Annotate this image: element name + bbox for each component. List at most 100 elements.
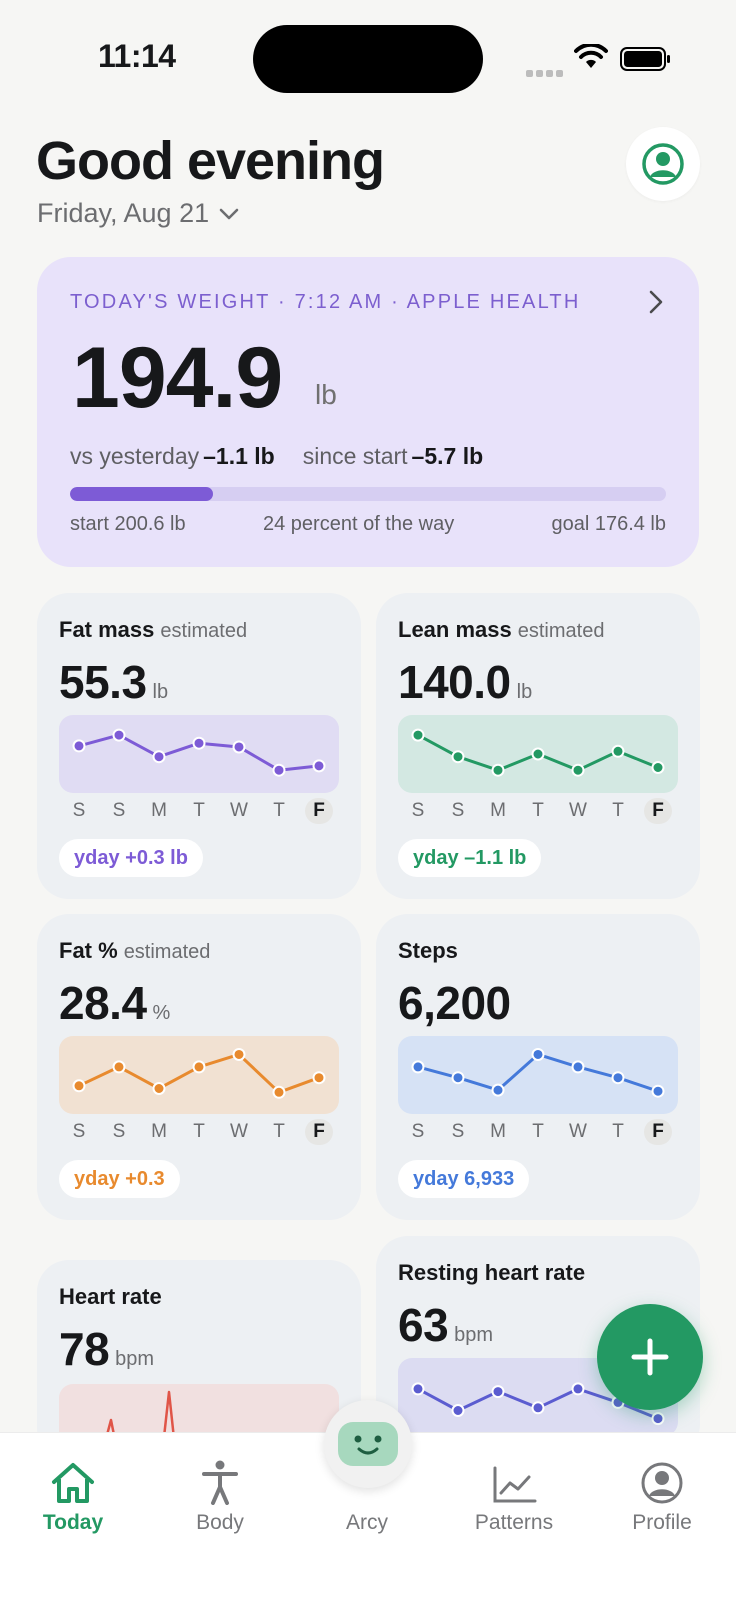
progress-percent-label: 24 percent of the way — [263, 513, 455, 535]
trend-point — [152, 750, 166, 764]
tab-patterns[interactable]: Patterns — [454, 1451, 574, 1535]
tab-label: Arcy — [346, 1511, 388, 1534]
trend-point — [411, 1060, 425, 1074]
weight-source-label: TODAY'S WEIGHT · 7:12 AM · APPLE HEALTH — [70, 291, 581, 313]
fat-mass-unit: lb — [152, 681, 169, 703]
trend-point — [451, 750, 465, 764]
card-title: Resting heart rate — [398, 1260, 585, 1286]
trend-point — [451, 1071, 465, 1085]
day-label: M — [151, 1121, 167, 1142]
goal-progress-fill — [70, 487, 214, 501]
trend-point — [272, 763, 286, 777]
card-title: Lean mass estimated — [398, 617, 604, 643]
resting-heart-rate-unit: bpm — [454, 1324, 494, 1346]
trend-point — [411, 1382, 425, 1396]
trend-point — [312, 1071, 326, 1085]
trend-point — [571, 763, 585, 777]
fat-percent-sparkline — [59, 1036, 339, 1114]
lean-mass-title: Lean mass — [398, 617, 512, 642]
trend-point — [72, 739, 86, 753]
day-label: F — [305, 1119, 333, 1145]
steps-title: Steps — [398, 938, 458, 963]
fat-percent-title: Fat % — [59, 938, 118, 963]
card-title: Fat mass estimated — [59, 617, 247, 643]
resting-heart-rate-number: 63 — [398, 1299, 449, 1351]
greeting-title: Good evening — [36, 131, 385, 191]
day-label: W — [569, 800, 587, 821]
fat-percent-yesterday-badge: yday +0.3 — [59, 1160, 180, 1198]
card-title: Steps — [398, 938, 458, 964]
dynamic-island — [253, 25, 483, 93]
trend-point — [152, 1082, 166, 1095]
lean-mass-number: 140.0 — [398, 656, 511, 708]
trend-point — [232, 1047, 246, 1061]
card-title: Heart rate — [59, 1284, 162, 1310]
day-label: S — [411, 1121, 425, 1142]
day-label: S — [112, 800, 126, 821]
day-label: W — [569, 1121, 587, 1142]
day-label: W — [230, 1121, 248, 1142]
profile-button[interactable] — [626, 127, 700, 201]
fat-percent-number: 28.4 — [59, 977, 147, 1029]
trend-point — [272, 1085, 286, 1099]
steps-sparkline — [398, 1036, 678, 1114]
day-label: F — [305, 798, 333, 824]
day-label: S — [451, 1121, 465, 1142]
tab-today[interactable]: Today — [13, 1451, 133, 1535]
day-label: S — [411, 800, 425, 821]
trend-point — [192, 1060, 206, 1074]
body-icon — [202, 1460, 238, 1505]
trend-point — [531, 1047, 545, 1061]
day-label: S — [451, 800, 465, 821]
tab-arcy[interactable]: Arcy — [307, 1451, 427, 1535]
tab-label: Profile — [632, 1511, 692, 1534]
heart-rate-title: Heart rate — [59, 1284, 162, 1309]
add-entry-button[interactable] — [597, 1304, 703, 1410]
tab-label: Today — [42, 1511, 104, 1534]
trend-point — [571, 1382, 585, 1396]
day-label: S — [72, 800, 86, 821]
tab-profile[interactable]: Profile — [602, 1451, 722, 1535]
weight-value: 194.9 — [72, 330, 283, 426]
day-label: S — [72, 1121, 86, 1142]
arcy-assistant-button[interactable] — [324, 1400, 412, 1488]
fat-mass-number: 55.3 — [59, 656, 147, 708]
heart-rate-card[interactable]: Heart rate 78 bpm — [37, 1260, 361, 1460]
fat-mass-value: 55.3 lb — [59, 655, 168, 709]
tab-body[interactable]: Body — [160, 1451, 280, 1535]
since-start-label: since start — [302, 443, 408, 469]
todays-weight-card[interactable]: TODAY'S WEIGHT · 7:12 AM · APPLE HEALTH … — [37, 257, 699, 567]
plus-icon — [631, 1338, 669, 1376]
trend-point — [491, 1083, 505, 1097]
status-bar: 11:14 — [0, 0, 736, 120]
day-label: T — [193, 800, 205, 821]
trend-point — [611, 1071, 625, 1085]
estimated-tag: estimated — [160, 620, 248, 642]
resting-heart-rate-title: Resting heart rate — [398, 1260, 586, 1285]
card-title: Fat % estimated — [59, 938, 210, 964]
day-label: M — [490, 800, 506, 821]
heart-rate-unit: bpm — [115, 1348, 155, 1370]
day-label: M — [151, 800, 167, 821]
weight-comparison: vs yesterday –1.1 lb since start –5.7 lb — [70, 443, 483, 470]
lean-mass-sparkline — [398, 715, 678, 793]
day-label: T — [532, 1121, 544, 1142]
chart-icon — [493, 1466, 537, 1503]
profile-icon — [641, 1462, 683, 1504]
trend-point — [192, 736, 206, 750]
trend-point — [411, 728, 425, 742]
day-label: T — [532, 800, 544, 821]
lean-mass-yesterday-badge: yday –1.1 lb — [398, 839, 542, 877]
trend-point — [232, 740, 246, 754]
vs-yesterday-label: vs yesterday — [70, 443, 200, 469]
date-selector[interactable]: Friday, Aug 21 — [37, 198, 239, 229]
lean-mass-unit: lb — [516, 681, 533, 703]
day-label: T — [273, 800, 285, 821]
